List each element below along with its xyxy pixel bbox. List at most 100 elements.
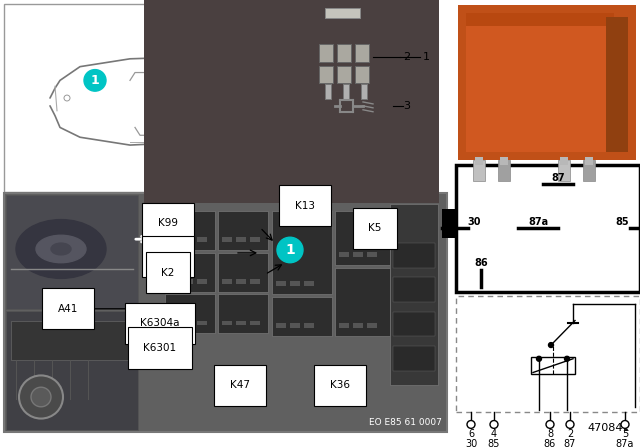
Bar — [337, 44, 351, 62]
Bar — [4, 193, 447, 432]
Text: K47: K47 — [230, 380, 250, 390]
Bar — [475, 157, 483, 165]
Bar — [393, 277, 435, 302]
Bar — [393, 243, 435, 267]
Bar — [183, 280, 193, 284]
Bar — [290, 323, 300, 328]
Bar — [218, 253, 268, 292]
Circle shape — [564, 356, 570, 361]
Bar — [558, 160, 570, 181]
Bar — [325, 84, 331, 99]
Bar — [165, 294, 215, 333]
Bar — [6, 311, 138, 431]
Circle shape — [536, 356, 541, 361]
Bar — [6, 195, 138, 309]
Bar — [367, 323, 377, 328]
Bar — [304, 281, 314, 286]
Bar — [222, 320, 232, 325]
Bar — [250, 237, 260, 242]
Bar — [250, 320, 260, 325]
Bar — [222, 237, 232, 242]
Bar — [11, 320, 128, 360]
Bar — [250, 280, 260, 284]
Bar — [339, 252, 349, 257]
Ellipse shape — [51, 243, 71, 255]
Circle shape — [490, 421, 498, 428]
Text: K99: K99 — [158, 219, 178, 228]
Circle shape — [84, 69, 106, 91]
Bar — [560, 157, 568, 165]
Bar — [169, 237, 179, 242]
Bar — [339, 323, 349, 328]
Bar — [218, 211, 268, 250]
Bar — [606, 17, 628, 152]
Bar — [169, 280, 179, 284]
Bar — [218, 294, 268, 333]
Bar — [466, 17, 614, 152]
Text: 86: 86 — [474, 258, 488, 268]
Bar — [197, 237, 207, 242]
Text: 6: 6 — [468, 429, 474, 439]
Text: 1: 1 — [423, 52, 430, 62]
Bar — [498, 160, 510, 181]
Bar — [473, 160, 485, 181]
Bar — [325, 8, 360, 17]
Bar — [531, 357, 575, 375]
Text: 87: 87 — [551, 173, 565, 183]
Text: 87a: 87a — [616, 439, 634, 448]
Circle shape — [566, 421, 574, 428]
Bar — [290, 281, 300, 286]
Bar — [197, 280, 207, 284]
Bar — [335, 211, 390, 265]
Bar — [183, 320, 193, 325]
Text: 30: 30 — [467, 216, 481, 227]
Bar — [272, 297, 332, 336]
Circle shape — [64, 95, 70, 101]
Text: EO E85 61 0007: EO E85 61 0007 — [369, 418, 442, 427]
Bar — [456, 160, 636, 187]
Text: 86: 86 — [544, 439, 556, 448]
Text: 2: 2 — [403, 52, 410, 62]
Circle shape — [467, 421, 475, 428]
Text: K6301: K6301 — [143, 343, 177, 353]
Circle shape — [548, 343, 554, 348]
Bar — [236, 280, 246, 284]
Ellipse shape — [16, 220, 106, 278]
Bar — [456, 296, 640, 412]
Bar — [390, 204, 438, 385]
Text: K2: K2 — [161, 267, 175, 277]
Bar — [304, 323, 314, 328]
Bar — [236, 320, 246, 325]
Text: K5: K5 — [368, 224, 381, 233]
Bar — [315, 13, 373, 96]
Bar — [165, 211, 215, 250]
Text: 1: 1 — [91, 74, 99, 87]
Text: 8: 8 — [547, 429, 553, 439]
Bar — [355, 44, 369, 62]
Bar — [222, 280, 232, 284]
Bar — [272, 211, 332, 294]
Bar — [500, 157, 508, 165]
Bar — [319, 44, 333, 62]
Text: 2: 2 — [567, 429, 573, 439]
Text: A41: A41 — [58, 304, 78, 314]
Text: 85: 85 — [615, 216, 629, 227]
Text: K6304a: K6304a — [140, 319, 180, 328]
Circle shape — [31, 387, 51, 407]
Bar — [353, 252, 363, 257]
Bar — [319, 66, 333, 83]
Bar — [165, 253, 215, 292]
Text: 1: 1 — [285, 243, 295, 257]
Bar — [276, 323, 286, 328]
Bar — [367, 252, 377, 257]
Bar — [466, 13, 614, 26]
Circle shape — [277, 237, 303, 263]
Text: K36: K36 — [330, 380, 350, 390]
Bar — [276, 281, 286, 286]
Bar — [585, 157, 593, 165]
Text: 85: 85 — [488, 439, 500, 448]
Text: 30: 30 — [465, 439, 477, 448]
Bar — [442, 209, 456, 238]
Bar — [361, 84, 367, 99]
Bar — [169, 320, 179, 325]
